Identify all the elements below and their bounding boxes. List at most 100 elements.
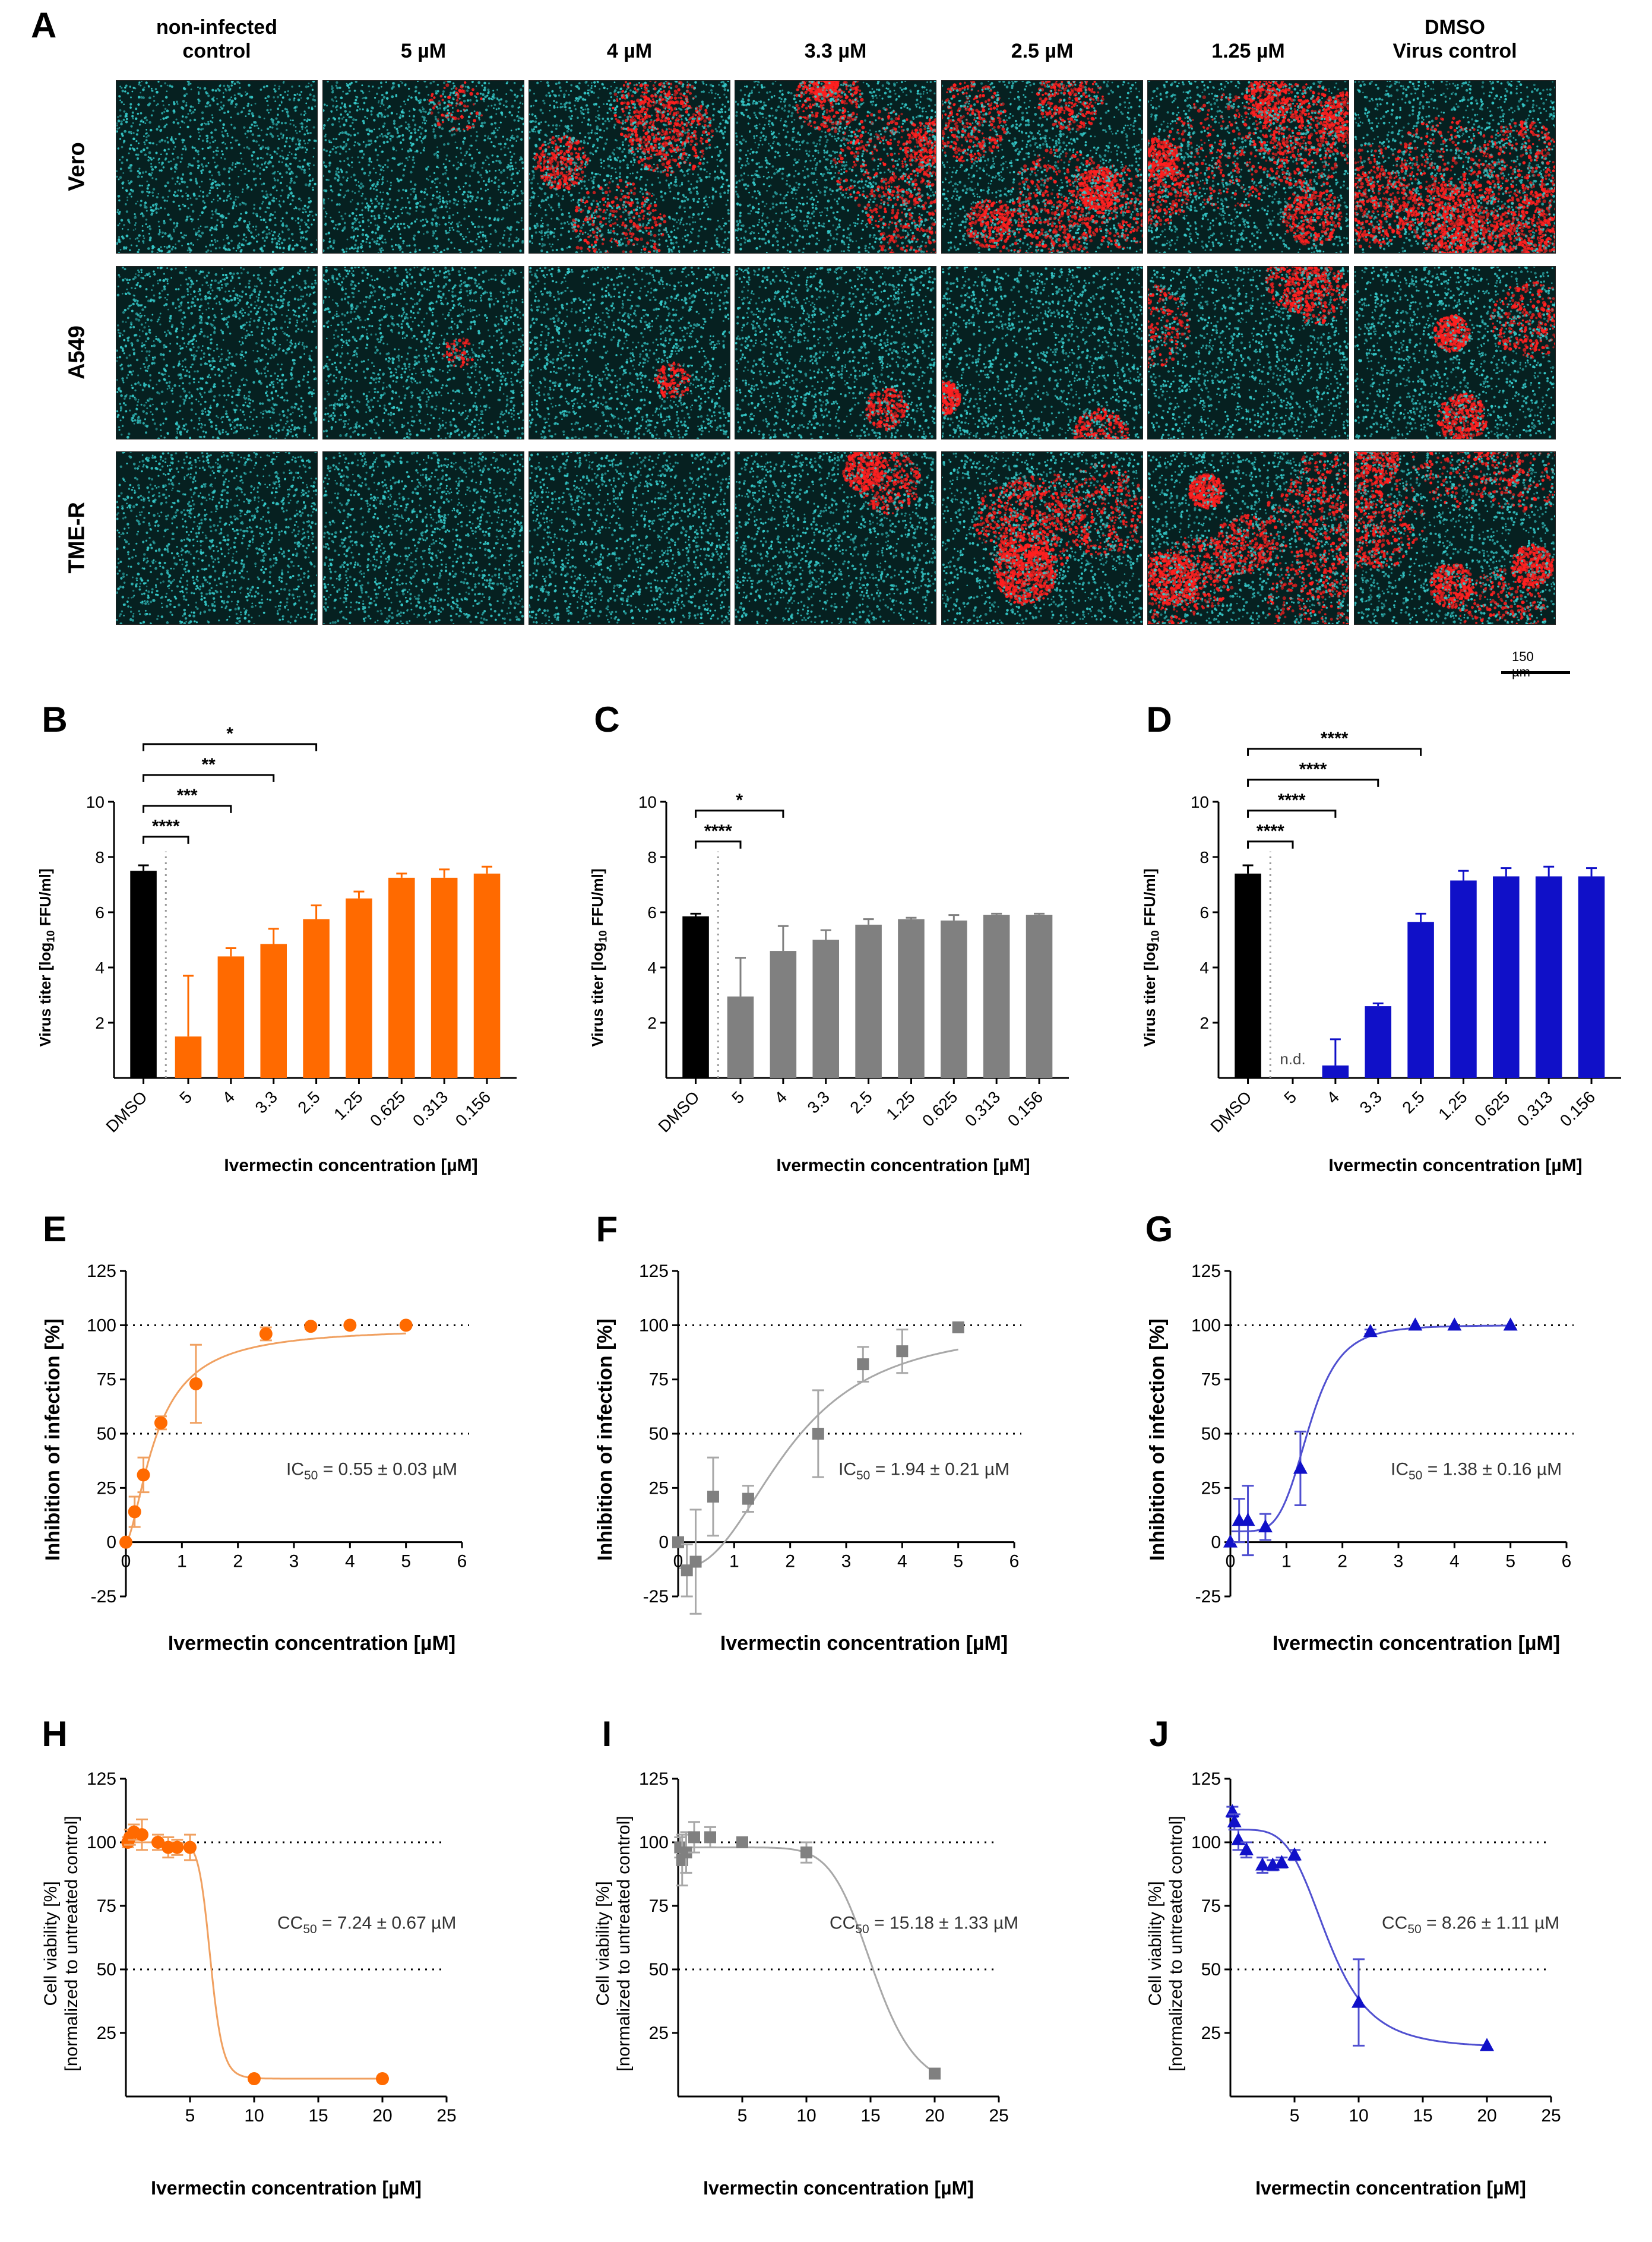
nucleus-dot (312, 187, 314, 189)
nucleus-dot (166, 200, 168, 202)
nucleus-dot (203, 157, 206, 160)
nucleus-dot (520, 190, 522, 192)
nucleus-dot (341, 217, 344, 220)
nucleus-dot (597, 97, 600, 99)
nucleus-dot (254, 125, 256, 127)
nucleus-dot (452, 229, 454, 231)
nucleus-dot (135, 118, 137, 120)
nucleus-dot (286, 110, 289, 113)
nucleus-dot (575, 251, 578, 253)
nucleus-dot (285, 141, 287, 143)
nucleus-dot (398, 85, 400, 87)
nucleus-dot (191, 219, 192, 220)
nucleus-dot (327, 119, 329, 121)
nucleus-dot (518, 116, 521, 119)
nucleus-dot (286, 129, 287, 131)
nucleus-dot (517, 107, 519, 109)
nucleus-dot (374, 140, 376, 143)
virus-signal-dot (544, 153, 546, 155)
nucleus-dot (283, 239, 286, 242)
nucleus-dot (181, 195, 183, 198)
nucleus-dot (616, 224, 618, 226)
virus-signal-dot (663, 220, 667, 223)
nucleus-dot (289, 137, 291, 139)
nucleus-dot (185, 219, 188, 222)
nucleus-dot (501, 199, 504, 201)
nucleus-dot (231, 169, 233, 171)
nucleus-dot (281, 223, 284, 226)
nucleus-dot (556, 176, 559, 178)
nucleus-dot (509, 89, 511, 91)
nucleus-dot (408, 88, 410, 90)
nucleus-dot (629, 89, 632, 91)
nucleus-dot (622, 242, 624, 245)
nucleus-dot (615, 87, 618, 89)
nucleus-dot (298, 143, 301, 146)
nucleus-dot (376, 200, 378, 202)
nucleus-dot (492, 154, 494, 157)
nucleus-dot (375, 224, 376, 226)
nucleus-dot (358, 222, 360, 224)
nucleus-dot (232, 162, 234, 164)
nucleus-dot (281, 176, 283, 178)
nucleus-dot (541, 238, 543, 241)
nucleus-dot (695, 157, 697, 159)
nucleus-dot (442, 119, 444, 121)
nucleus-dot (500, 171, 503, 174)
nucleus-dot (637, 171, 638, 173)
nucleus-dot (368, 128, 370, 130)
nucleus-dot (559, 175, 561, 176)
nucleus-dot (210, 120, 212, 122)
nucleus-dot (349, 111, 351, 113)
nucleus-dot (130, 131, 132, 133)
virus-signal-dot (626, 102, 630, 106)
nucleus-dot (246, 243, 248, 245)
nucleus-dot (596, 239, 599, 241)
nucleus-dot (495, 128, 496, 129)
nucleus-dot (311, 223, 312, 225)
nucleus-dot (484, 235, 486, 237)
nucleus-dot (492, 161, 495, 163)
nucleus-dot (516, 116, 518, 118)
virus-signal-dot (662, 162, 665, 166)
nucleus-dot (522, 167, 524, 169)
nucleus-dot (245, 168, 246, 170)
nucleus-dot (252, 170, 255, 173)
nucleus-dot (531, 237, 533, 239)
nucleus-dot (395, 95, 397, 97)
nucleus-dot (680, 137, 682, 140)
nucleus-dot (295, 130, 297, 132)
nucleus-dot (161, 164, 163, 166)
nucleus-dot (191, 88, 192, 90)
nucleus-dot (218, 89, 220, 91)
nucleus-dot (570, 238, 572, 239)
nucleus-dot (325, 179, 328, 181)
nucleus-dot (149, 142, 151, 144)
nucleus-dot (695, 186, 698, 189)
nucleus-dot (308, 83, 310, 84)
nucleus-dot (357, 106, 359, 108)
nucleus-dot (633, 159, 635, 161)
nucleus-dot (118, 147, 120, 150)
nucleus-dot (295, 143, 297, 145)
nucleus-dot (610, 219, 612, 221)
nucleus-dot (447, 115, 449, 116)
nucleus-dot (331, 220, 334, 223)
nucleus-dot (465, 236, 467, 238)
nucleus-dot (335, 224, 337, 226)
nucleus-dot (209, 189, 211, 191)
nucleus-dot (560, 233, 562, 236)
virus-signal-dot (634, 115, 637, 118)
nucleus-dot (663, 158, 666, 160)
virus-signal-dot (644, 226, 648, 230)
nucleus-dot (343, 141, 345, 143)
nucleus-dot (714, 147, 716, 148)
nucleus-dot (610, 110, 612, 112)
nucleus-dot (281, 217, 283, 219)
virus-signal-dot (692, 165, 695, 167)
nucleus-dot (223, 190, 226, 192)
virus-signal-dot (570, 152, 574, 156)
nucleus-dot (362, 251, 364, 252)
virus-signal-dot (464, 81, 466, 84)
nucleus-dot (142, 96, 145, 99)
